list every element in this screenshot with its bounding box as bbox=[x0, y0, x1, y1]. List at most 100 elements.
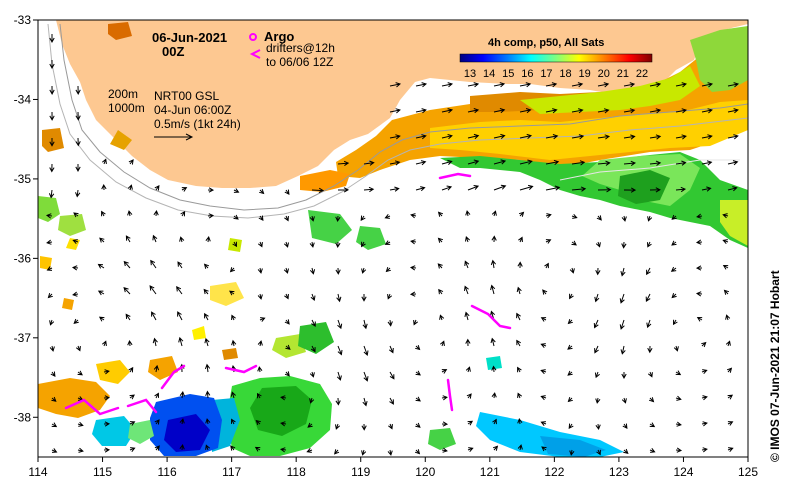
current-arrow bbox=[389, 108, 401, 114]
current-arrow bbox=[593, 319, 599, 329]
current-arrow bbox=[335, 423, 341, 430]
current-arrow bbox=[337, 319, 343, 330]
current-arrow bbox=[47, 292, 53, 299]
current-arrow bbox=[410, 213, 417, 219]
current-arrow bbox=[207, 187, 215, 193]
current-arrow bbox=[701, 108, 713, 114]
current-arrow bbox=[389, 397, 394, 405]
current-arrow bbox=[362, 397, 368, 407]
current-arrow bbox=[207, 213, 215, 219]
current-arrow bbox=[441, 108, 454, 114]
current-arrow bbox=[675, 395, 682, 401]
current-arrow bbox=[623, 187, 637, 193]
current-arrow bbox=[567, 370, 573, 376]
current-arrow bbox=[491, 210, 497, 217]
current-arrow bbox=[437, 263, 443, 269]
current-arrow bbox=[466, 393, 472, 399]
sst-west-patches bbox=[38, 22, 502, 418]
current-arrow bbox=[727, 160, 739, 166]
current-arrow bbox=[695, 265, 703, 271]
current-arrow bbox=[230, 445, 236, 451]
current-arrow bbox=[46, 266, 53, 271]
current-arrow bbox=[360, 215, 366, 221]
current-arrow bbox=[722, 213, 729, 219]
current-arrow bbox=[571, 240, 577, 246]
x-tick-label: 117 bbox=[222, 465, 241, 479]
current-arrow bbox=[203, 288, 209, 295]
current-arrow bbox=[619, 319, 625, 330]
current-arrow bbox=[649, 187, 661, 193]
current-arrow bbox=[545, 159, 560, 165]
x-tick-label: 114 bbox=[28, 465, 47, 479]
current-arrow bbox=[464, 260, 470, 269]
current-arrow bbox=[671, 240, 677, 246]
current-arrow bbox=[259, 188, 265, 195]
current-arrow bbox=[283, 267, 289, 274]
current-arrow bbox=[672, 319, 678, 326]
current-arrow bbox=[389, 160, 401, 166]
current-arrow bbox=[98, 316, 105, 322]
current-arrow bbox=[283, 241, 289, 248]
current-arrow bbox=[337, 187, 350, 193]
current-arrow bbox=[71, 265, 79, 271]
current-arrow bbox=[73, 318, 79, 324]
current-arrow bbox=[177, 311, 183, 321]
current-arrow bbox=[154, 392, 159, 399]
current-arrow bbox=[545, 108, 558, 114]
current-arrow bbox=[125, 235, 131, 243]
current-arrow bbox=[257, 241, 263, 248]
current-arrow bbox=[438, 288, 444, 295]
current-arrow bbox=[389, 134, 401, 140]
current-arrow bbox=[727, 421, 734, 426]
current-arrow bbox=[519, 108, 532, 114]
current-arrow bbox=[415, 186, 426, 192]
current-arrow bbox=[726, 367, 733, 373]
current-arrow bbox=[388, 345, 394, 354]
current-arrow bbox=[258, 215, 264, 221]
current-arrow bbox=[727, 447, 734, 453]
current-arrow bbox=[128, 366, 134, 373]
current-arrow bbox=[542, 289, 548, 295]
y-tick-label: -36 bbox=[14, 251, 32, 265]
current-arrow bbox=[695, 239, 703, 245]
current-arrow bbox=[284, 293, 289, 300]
current-arrow bbox=[128, 159, 134, 165]
current-arrow bbox=[101, 183, 107, 191]
current-arrow bbox=[97, 263, 105, 269]
current-arrow bbox=[491, 365, 497, 373]
current-arrow bbox=[493, 82, 506, 88]
current-arrow bbox=[623, 134, 636, 140]
y-tick-label: -37 bbox=[14, 331, 32, 345]
drifter-label-2: to 06/06 12Z bbox=[266, 55, 333, 69]
current-arrow bbox=[675, 186, 687, 193]
current-arrow bbox=[621, 397, 627, 404]
current-arrow bbox=[516, 286, 522, 295]
current-arrow bbox=[415, 82, 428, 88]
current-arrow bbox=[517, 392, 523, 399]
current-arrow bbox=[361, 267, 367, 274]
x-axis-ticks: 114 115 116 117 118 119 120 121 122 123 124 125 bbox=[28, 457, 758, 479]
current-arrow bbox=[541, 446, 547, 452]
current-arrow bbox=[597, 134, 611, 140]
current-arrow bbox=[205, 390, 211, 399]
current-arrow bbox=[649, 108, 662, 114]
current-arrow bbox=[518, 236, 523, 243]
current-vectors bbox=[45, 34, 740, 456]
current-arrow bbox=[621, 215, 627, 222]
current-arrow bbox=[154, 445, 160, 451]
current-arrow bbox=[727, 394, 734, 400]
current-arrow bbox=[257, 267, 263, 274]
x-tick-label: 123 bbox=[609, 465, 629, 479]
current-arrow bbox=[545, 213, 552, 219]
y-axis-ticks: -33 -34 -35 -36 -37 -38 bbox=[14, 13, 38, 424]
current-arrow bbox=[233, 188, 240, 193]
x-tick-label: 118 bbox=[287, 465, 306, 479]
current-arrow bbox=[594, 371, 600, 379]
current-arrow bbox=[50, 371, 56, 377]
current-arrow bbox=[467, 420, 474, 426]
current-arrow bbox=[205, 235, 211, 243]
current-arrow bbox=[153, 364, 160, 373]
current-arrow bbox=[465, 236, 471, 243]
current-arrow bbox=[437, 237, 444, 243]
current-arrow bbox=[153, 209, 159, 217]
